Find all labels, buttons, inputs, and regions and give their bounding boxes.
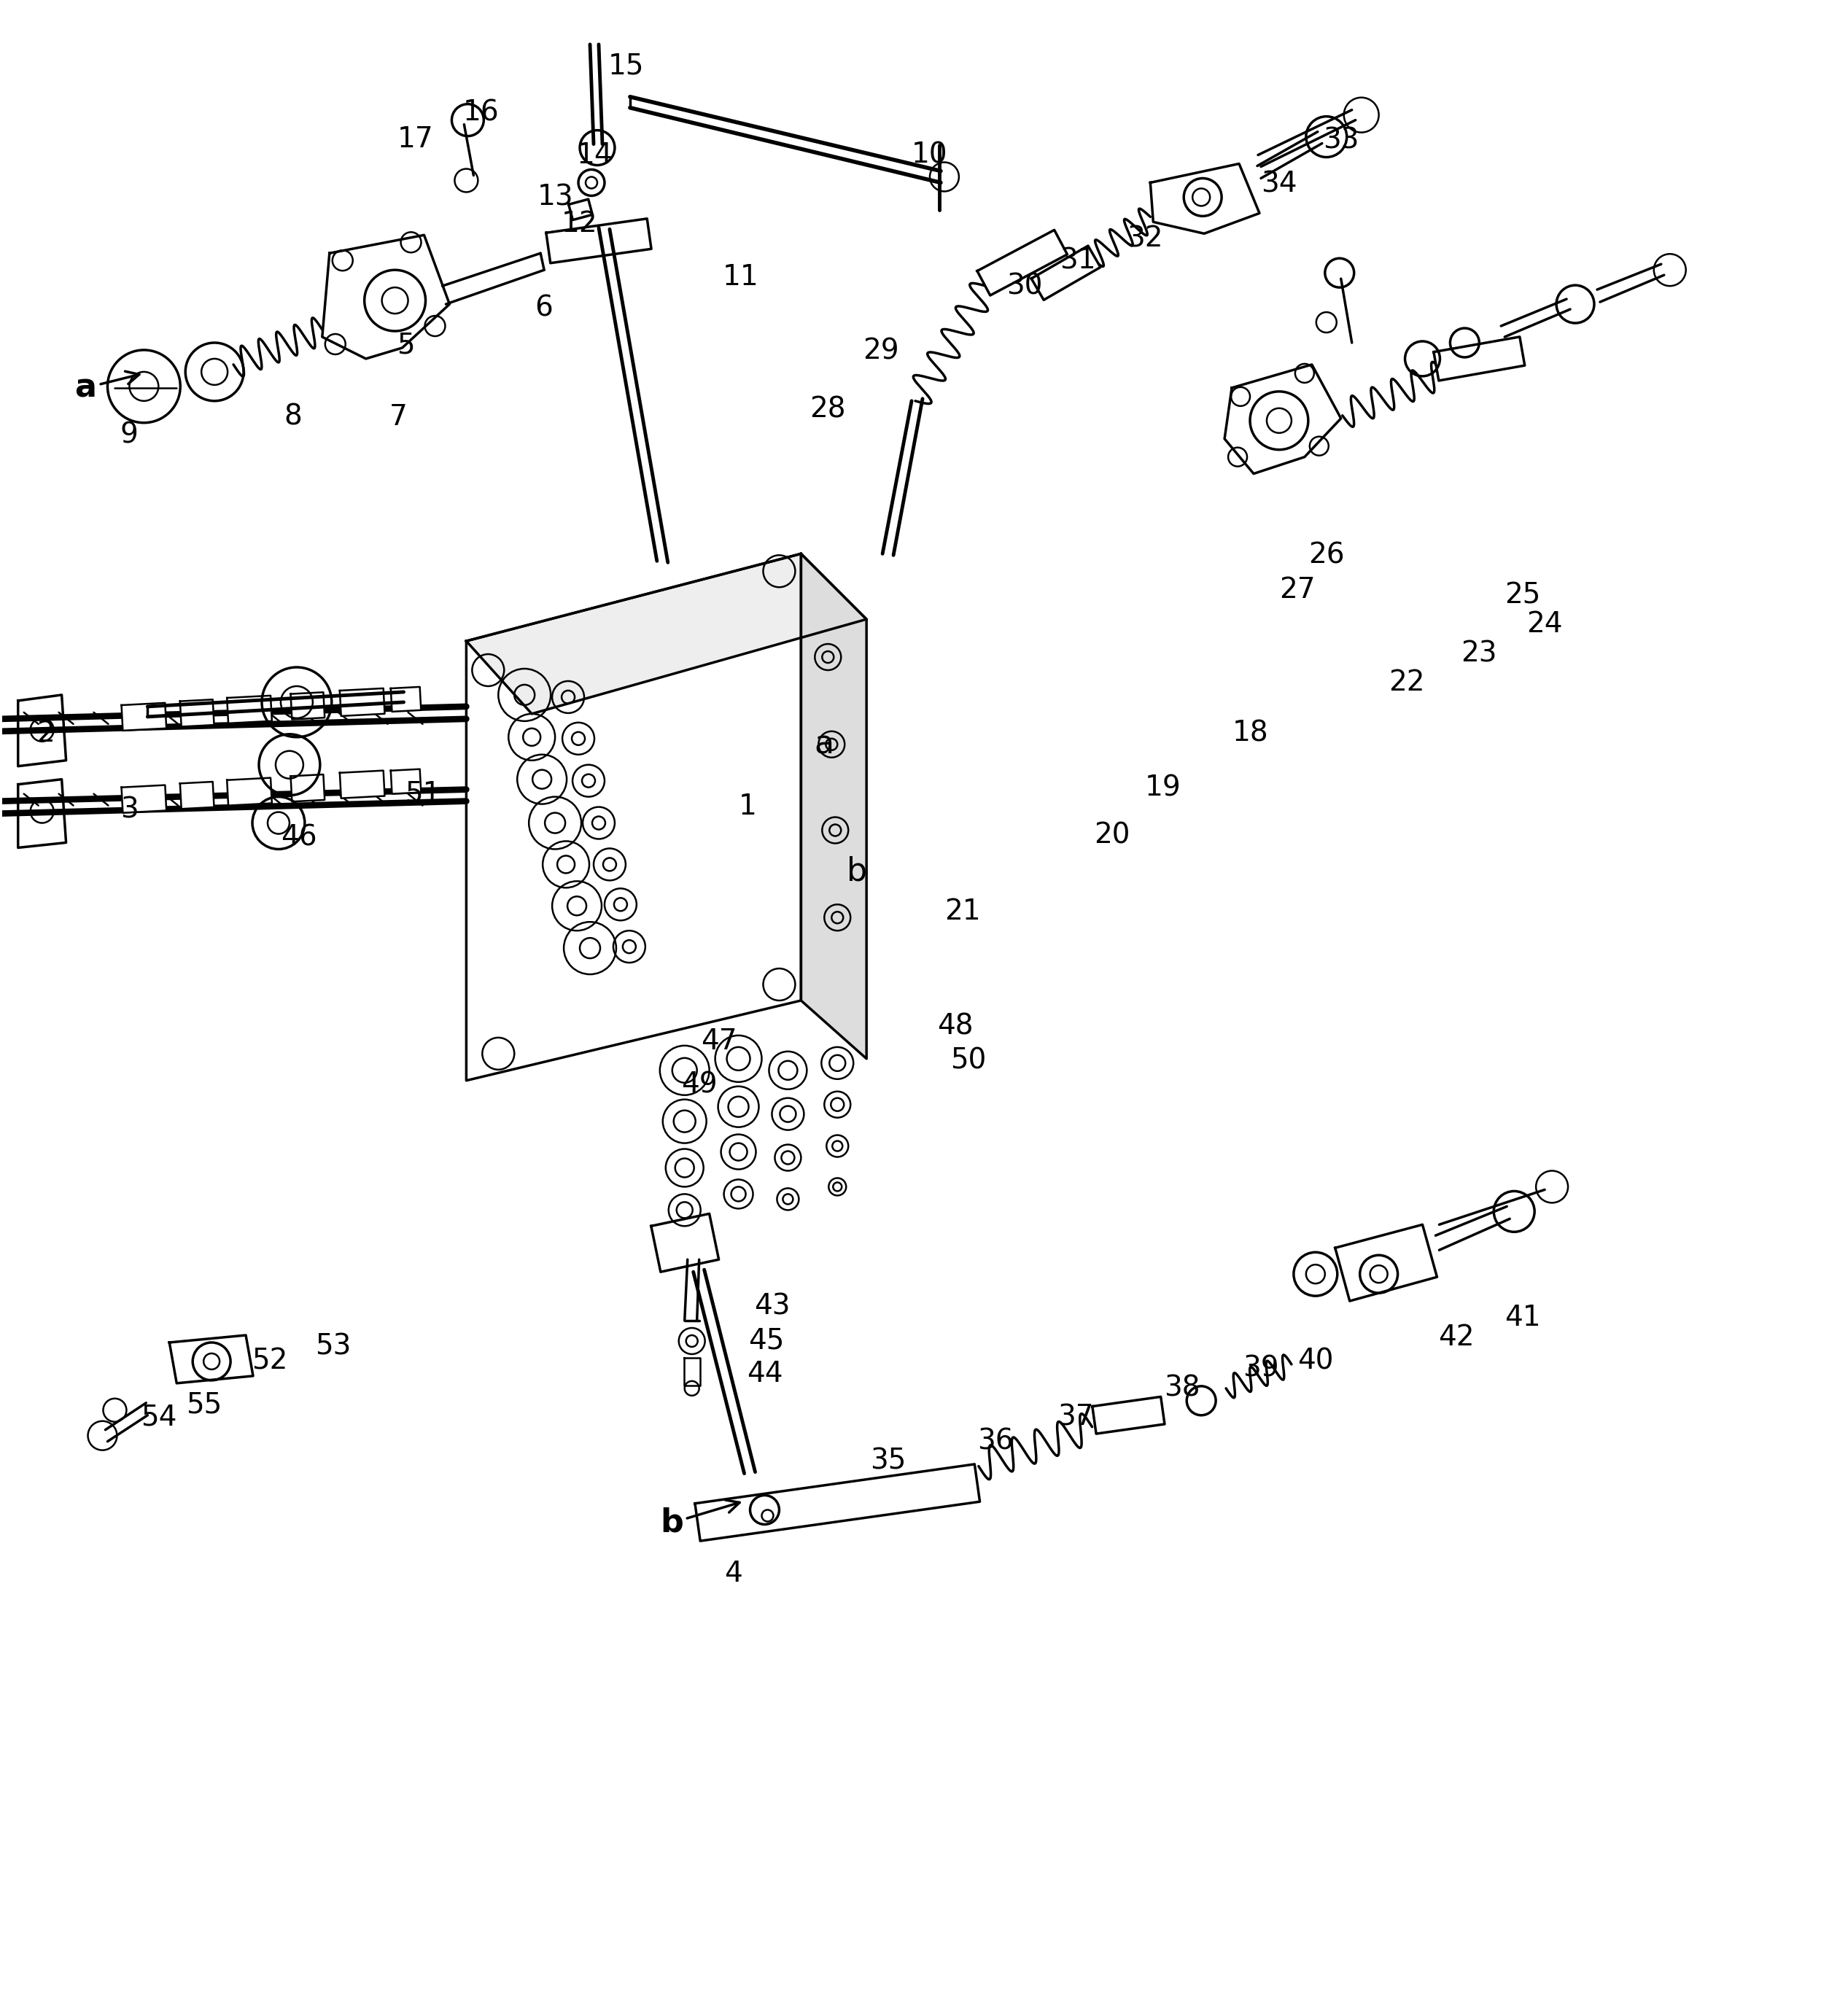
Text: 9: 9 [120, 422, 139, 448]
Text: 47: 47 [700, 1027, 737, 1055]
Text: 2: 2 [37, 720, 55, 746]
Polygon shape [695, 1465, 979, 1541]
Polygon shape [170, 1335, 253, 1383]
Text: 12: 12 [562, 210, 597, 238]
Text: 24: 24 [1526, 610, 1563, 638]
Text: 53: 53 [316, 1333, 351, 1361]
Text: 37: 37 [1057, 1403, 1094, 1431]
Polygon shape [547, 218, 650, 262]
Text: 50: 50 [950, 1047, 987, 1075]
Polygon shape [1225, 364, 1342, 474]
Polygon shape [290, 774, 325, 802]
Text: 18: 18 [1233, 720, 1268, 746]
Polygon shape [179, 782, 214, 808]
Text: a: a [74, 372, 139, 404]
Polygon shape [179, 700, 214, 726]
Polygon shape [227, 778, 272, 806]
Text: 13: 13 [538, 184, 573, 210]
Text: 4: 4 [724, 1561, 743, 1587]
Text: 45: 45 [748, 1327, 784, 1355]
Polygon shape [978, 230, 1068, 296]
Text: a: a [815, 728, 833, 760]
Text: 6: 6 [536, 294, 553, 322]
Text: 20: 20 [1094, 822, 1129, 848]
Polygon shape [1434, 336, 1525, 380]
Polygon shape [1031, 246, 1100, 300]
Text: 39: 39 [1244, 1355, 1279, 1383]
Polygon shape [290, 692, 325, 720]
Text: 33: 33 [1323, 126, 1358, 154]
Polygon shape [227, 696, 272, 722]
Text: 30: 30 [1007, 272, 1042, 300]
Text: 21: 21 [944, 898, 981, 926]
Polygon shape [569, 200, 593, 220]
Text: 35: 35 [870, 1447, 906, 1475]
Text: 34: 34 [1260, 170, 1297, 198]
Text: 55: 55 [187, 1391, 222, 1419]
Text: 40: 40 [1297, 1347, 1334, 1375]
Polygon shape [800, 554, 867, 1059]
Text: 19: 19 [1144, 774, 1181, 802]
Text: b: b [660, 1501, 739, 1539]
Polygon shape [466, 554, 800, 1081]
Text: 51: 51 [405, 780, 440, 808]
Text: 31: 31 [1059, 246, 1096, 274]
Polygon shape [122, 784, 166, 812]
Polygon shape [466, 554, 867, 714]
Text: 11: 11 [723, 264, 760, 290]
Text: 1: 1 [739, 792, 758, 820]
Text: 15: 15 [608, 52, 645, 80]
Text: 42: 42 [1438, 1323, 1475, 1351]
Text: 3: 3 [120, 796, 139, 824]
Text: 36: 36 [978, 1427, 1013, 1455]
Text: 54: 54 [140, 1403, 176, 1431]
Polygon shape [340, 770, 384, 798]
Text: 48: 48 [937, 1013, 974, 1041]
Text: 52: 52 [251, 1347, 288, 1375]
Polygon shape [18, 778, 67, 848]
Text: 7: 7 [390, 402, 408, 430]
Polygon shape [1092, 1397, 1164, 1435]
Text: 41: 41 [1504, 1305, 1541, 1331]
Text: 43: 43 [754, 1293, 789, 1321]
Text: 23: 23 [1462, 640, 1497, 666]
Polygon shape [18, 694, 67, 766]
Polygon shape [390, 768, 421, 794]
Text: 32: 32 [1127, 224, 1162, 252]
Polygon shape [122, 702, 166, 730]
Polygon shape [650, 1215, 719, 1273]
Text: 38: 38 [1164, 1375, 1201, 1403]
Text: 25: 25 [1504, 582, 1541, 608]
Polygon shape [322, 234, 449, 358]
Text: 29: 29 [863, 338, 900, 366]
Text: 46: 46 [281, 824, 318, 850]
Text: 44: 44 [747, 1361, 784, 1387]
Text: 27: 27 [1279, 576, 1316, 604]
Text: 22: 22 [1388, 668, 1425, 696]
Text: 26: 26 [1308, 542, 1345, 568]
Text: b: b [846, 856, 867, 886]
Text: 28: 28 [809, 396, 846, 424]
Polygon shape [340, 688, 384, 716]
Polygon shape [1149, 164, 1260, 234]
Text: 10: 10 [911, 142, 948, 168]
Text: 16: 16 [462, 98, 499, 126]
Polygon shape [684, 1359, 700, 1385]
Polygon shape [1334, 1225, 1438, 1301]
Text: 14: 14 [577, 142, 614, 168]
Text: 49: 49 [682, 1071, 717, 1099]
Text: 8: 8 [285, 402, 301, 430]
Polygon shape [390, 686, 421, 712]
Text: 5: 5 [397, 332, 414, 360]
Text: 17: 17 [397, 126, 434, 152]
